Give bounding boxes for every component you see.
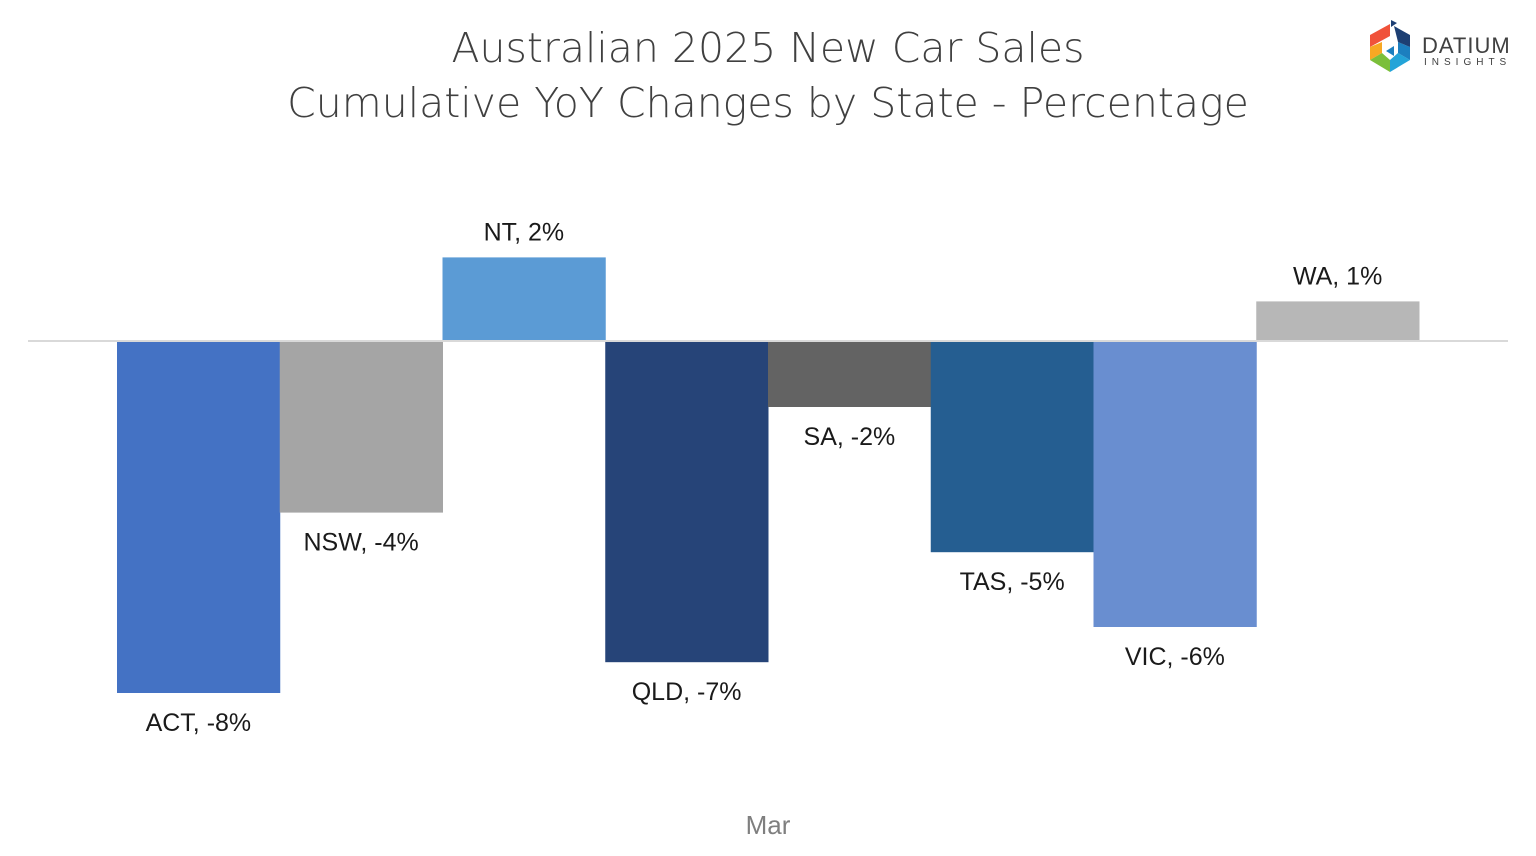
bar-sa	[768, 341, 932, 407]
bar-act	[117, 341, 281, 693]
chart-title: Australian 2025 New Car Sales	[451, 24, 1085, 72]
chart-subtitle: Cumulative YoY Changes by State - Percen…	[287, 79, 1249, 127]
x-axis-label: Mar	[746, 810, 791, 840]
bar-nsw	[279, 341, 443, 513]
bar-nt	[442, 257, 606, 341]
datium-logo-icon	[1370, 20, 1410, 72]
datium-logo: DATIUM INSIGHTS	[1366, 20, 1526, 82]
data-label-wa: WA, 1%	[1293, 262, 1382, 290]
bar-vic	[1093, 341, 1257, 627]
logo-tagline: INSIGHTS	[1424, 57, 1512, 68]
bar-qld	[605, 341, 769, 663]
bar-wa	[1256, 301, 1420, 341]
data-label-tas: TAS, -5%	[960, 568, 1065, 596]
data-label-qld: QLD, -7%	[632, 678, 742, 706]
logo-name: DATIUM	[1422, 33, 1511, 58]
bar-tas	[930, 341, 1094, 553]
data-label-nsw: NSW, -4%	[303, 529, 418, 557]
data-label-act: ACT, -8%	[146, 709, 252, 737]
data-label-vic: VIC, -6%	[1125, 643, 1225, 671]
data-label-nt: NT, 2%	[484, 218, 565, 246]
data-label-sa: SA, -2%	[804, 423, 896, 451]
